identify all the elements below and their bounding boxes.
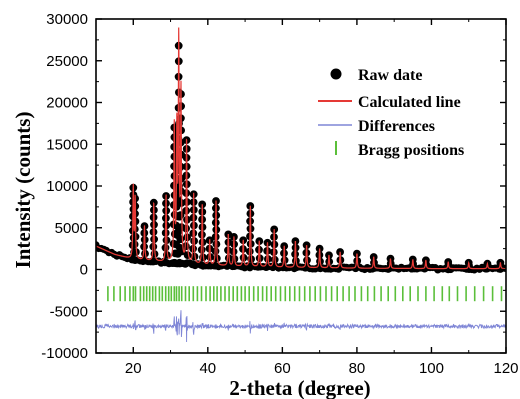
bragg-positions-series	[107, 286, 503, 302]
y-tick-label: 20000	[46, 95, 88, 112]
raw-data-point	[130, 255, 138, 264]
x-tick-label: 100	[419, 360, 444, 377]
raw-data-point	[254, 263, 262, 271]
raw-data-point	[245, 262, 253, 271]
y-tick-label: 5000	[55, 220, 88, 237]
legend: Raw date Calculated line Differences Bra…	[318, 67, 464, 159]
raw-data-point	[279, 263, 287, 272]
legend-diff-label: Differences	[358, 118, 435, 135]
y-tick-label: 15000	[46, 136, 88, 153]
x-tick-label: 120	[493, 360, 518, 377]
legend-calc-label: Calculated line	[358, 94, 461, 111]
raw-data-point	[301, 263, 310, 272]
y-tick-label: 30000	[46, 11, 88, 28]
x-tick-label: 60	[274, 360, 291, 377]
x-tick-label: 80	[349, 360, 366, 377]
raw-data-point	[314, 263, 323, 272]
y-axis-title: Intensity (counts)	[11, 112, 35, 269]
plot-content	[96, 27, 506, 343]
difference-line	[96, 310, 506, 343]
y-tick-label: 25000	[46, 53, 88, 70]
legend-raw-label: Raw date	[358, 67, 422, 84]
y-tick-label: 0	[80, 262, 88, 279]
legend-bragg-label: Bragg positions	[358, 142, 464, 159]
raw-data-point	[238, 262, 246, 271]
plot-frame	[95, 18, 507, 354]
legend-raw-marker	[330, 68, 342, 80]
raw-data-point	[132, 248, 140, 256]
raw-data-point	[262, 263, 271, 271]
x-axis-title: 2-theta (degree)	[229, 376, 370, 399]
raw-data-point	[197, 261, 205, 269]
raw-data-point	[175, 259, 184, 268]
y-tick-label: -5000	[50, 303, 88, 320]
x-tick-label: 40	[199, 360, 216, 377]
raw-data-point	[188, 260, 197, 269]
raw-data-point	[183, 251, 192, 259]
raw-data-point	[160, 258, 169, 267]
plot-layer	[96, 27, 506, 343]
y-tick-label: 10000	[46, 178, 88, 195]
raw-data-point	[335, 264, 343, 272]
raw-data-point	[148, 257, 157, 266]
x-tick-label: 20	[125, 360, 142, 377]
raw-data-point	[290, 263, 298, 272]
raw-data-point	[181, 260, 190, 268]
calculated-line	[96, 27, 506, 270]
y-tick-label: -10000	[41, 345, 88, 362]
axis-ticks: 20 40 60 80 100 120 -10000 -5000 0 5000 10000 15000…	[41, 11, 518, 377]
